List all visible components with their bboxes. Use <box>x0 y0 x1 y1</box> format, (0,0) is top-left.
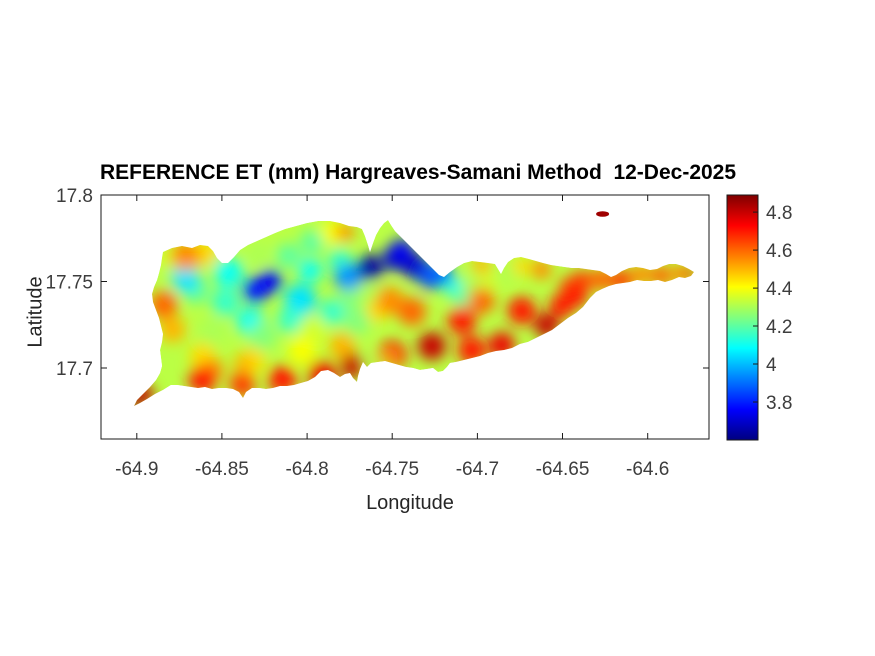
et-field-blob <box>248 322 277 351</box>
et-field-blob <box>590 268 613 291</box>
x-tick-label: -64.7 <box>456 459 499 480</box>
colorbar-tick-label: 4.4 <box>766 279 793 300</box>
et-field-blob <box>531 259 552 280</box>
et-field-blob <box>478 272 497 291</box>
et-field-blob <box>565 285 588 308</box>
et-field-blob <box>383 353 393 364</box>
et-field-blob <box>247 242 270 265</box>
et-field-blob <box>376 286 404 315</box>
et-field-blob <box>457 336 486 365</box>
et-field-blob <box>339 289 362 311</box>
islet-shape <box>596 211 610 217</box>
et-field-blob <box>320 220 345 245</box>
et-field-blob <box>417 332 446 361</box>
et-field-blob <box>329 333 356 360</box>
colorbar-tick-label: 4 <box>766 355 777 376</box>
y-tick-label: 17.7 <box>56 359 93 380</box>
et-field-blob <box>277 306 304 333</box>
colorbar-tick-label: 3.8 <box>766 393 792 414</box>
et-field-blob <box>233 353 252 372</box>
et-field-blob <box>334 263 363 292</box>
colorbar <box>726 194 759 441</box>
island-shape <box>134 220 694 406</box>
y-tick-label: 17.8 <box>56 186 93 207</box>
et-field-blob <box>507 296 536 325</box>
et-field-blob <box>149 290 178 319</box>
y-tick-label: 17.75 <box>45 273 93 294</box>
et-field-blob <box>298 258 323 283</box>
et-field-blob <box>300 230 325 255</box>
et-field-blob <box>363 351 373 362</box>
et-field-blob <box>211 287 240 316</box>
et-field-blob <box>378 340 407 369</box>
et-field-blob <box>468 287 495 314</box>
et-field-blob <box>336 223 355 242</box>
et-field-blob <box>198 317 227 346</box>
et-field-blob <box>308 360 337 389</box>
et-field-blob <box>340 353 365 378</box>
x-tick-label: -64.75 <box>365 459 419 480</box>
et-field-blob <box>684 267 694 280</box>
et-field-blob <box>357 254 384 281</box>
x-tick-label: -64.6 <box>626 459 669 480</box>
et-field-blob <box>488 332 515 358</box>
chart-title: REFERENCE ET (mm) Hargreaves-Samani Meth… <box>100 161 737 184</box>
et-field-blob <box>390 238 413 261</box>
et-field-blob <box>631 264 652 285</box>
x-axis-label: Longitude <box>366 492 454 514</box>
et-field-blob <box>229 371 256 398</box>
et-field-blob <box>344 308 371 335</box>
et-field-blob <box>134 395 142 406</box>
et-field-blob <box>268 365 297 394</box>
colorbar-tick-label: 4.2 <box>766 317 792 338</box>
x-tick-label: -64.85 <box>195 459 249 480</box>
et-field-blob <box>431 262 453 285</box>
et-field-blob <box>288 336 317 365</box>
et-field-blob <box>258 269 283 294</box>
et-field-blob <box>472 256 491 275</box>
x-tick-label: -64.8 <box>285 459 328 480</box>
et-field-blob <box>276 243 301 268</box>
et-field-blob <box>651 265 672 286</box>
et-field-blob <box>512 257 531 276</box>
plot-box <box>100 194 710 440</box>
et-field-blob <box>188 365 217 394</box>
et-field-blob <box>398 297 426 326</box>
et-field-blob <box>447 306 476 335</box>
et-field-blob <box>159 316 186 343</box>
et-field-blob <box>319 298 346 325</box>
colorbar-tick-label: 4.6 <box>766 241 792 262</box>
et-field-blob <box>213 257 244 288</box>
colorbar-tick-label: 4.8 <box>766 203 792 224</box>
et-field-blob <box>170 240 201 271</box>
et-field-blob <box>534 313 559 338</box>
et-field-blob <box>610 269 633 292</box>
et-field-blob <box>171 264 200 293</box>
x-tick-label: -64.9 <box>115 459 158 480</box>
et-field-blob <box>497 264 514 281</box>
x-tick-label: -64.65 <box>536 459 590 480</box>
